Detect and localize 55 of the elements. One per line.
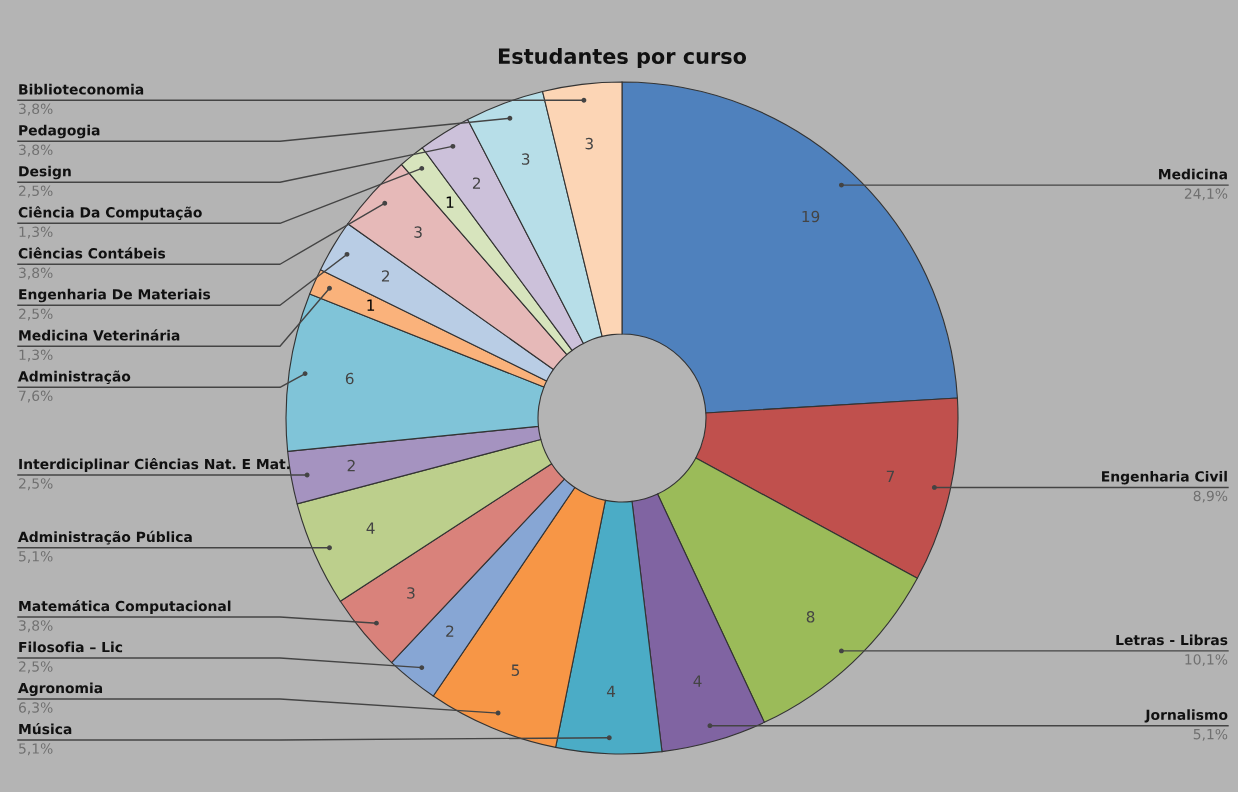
text: 3,8% xyxy=(19,103,53,116)
data-label: 3 xyxy=(585,137,593,150)
data-label: 7 xyxy=(886,470,894,482)
text: 8,9% xyxy=(1193,490,1228,503)
text: 5,1% xyxy=(1193,728,1228,741)
text: 10,1% xyxy=(1185,654,1228,667)
data-label: 3 xyxy=(407,587,415,599)
data-label: 1 xyxy=(367,299,375,311)
slice-label: Design xyxy=(19,165,71,180)
slice-label: Engenharia De Materiais xyxy=(19,288,211,303)
slice-label: Biblioteconomia xyxy=(19,83,144,95)
data-label: 2 xyxy=(381,270,390,282)
slice-label: Interdiciplinar Ciências Nat. E Mat. xyxy=(19,457,290,472)
data-label: 4 xyxy=(693,675,702,687)
data-label: 3 xyxy=(521,153,530,165)
data-label: 2 xyxy=(446,625,454,637)
text: 3,8% xyxy=(19,144,53,157)
slice-label: Administração Pública xyxy=(18,530,192,545)
slice-label: Jornalismo xyxy=(1144,709,1228,723)
text: 24,1% xyxy=(1184,188,1228,201)
slice-label: Ciências Contábeis xyxy=(18,247,166,259)
slice-label: Administração xyxy=(18,370,131,385)
text: 7,6% xyxy=(19,390,53,403)
text: 2,5% xyxy=(19,308,53,321)
data-label: 8 xyxy=(806,611,815,623)
text: 3,8% xyxy=(19,620,53,633)
data-label: 6 xyxy=(345,372,354,385)
text: 5,1% xyxy=(19,743,53,756)
slice-label: Pedagogia xyxy=(19,124,100,139)
slice-label: Música xyxy=(19,723,72,735)
data-label: 2 xyxy=(347,459,355,472)
chart-title: Estudantes por curso xyxy=(498,47,747,69)
text: 5,1% xyxy=(19,551,53,563)
text: 1,3% xyxy=(19,349,53,362)
data-label: 4 xyxy=(606,685,616,697)
text: 1,3% xyxy=(19,226,53,239)
text: 3,8% xyxy=(19,267,53,280)
slice-label: Letras - Libras xyxy=(1116,634,1228,646)
text: 2,5% xyxy=(19,185,53,198)
slice-label: Medicina xyxy=(1159,168,1227,180)
slice-label: Engenharia Civil xyxy=(1102,470,1227,485)
data-label: 19 xyxy=(802,210,820,223)
text: 2,5% xyxy=(19,478,53,491)
slice-label: Medicina Veterinária xyxy=(19,329,180,341)
slice-label: Ciência Da Computação xyxy=(18,206,202,221)
data-label: 1 xyxy=(446,196,454,208)
text: 2,5% xyxy=(19,661,53,674)
data-label: 4 xyxy=(366,522,375,534)
data-label: 5 xyxy=(511,664,520,676)
slice-label: Matemática Computacional xyxy=(19,600,231,614)
slice-label: Agronomia xyxy=(18,682,103,696)
slice-label: Filosofia – Lic xyxy=(19,641,123,653)
data-label: 2 xyxy=(472,177,481,189)
data-label: 3 xyxy=(414,226,422,238)
text: 6,3% xyxy=(18,702,53,715)
